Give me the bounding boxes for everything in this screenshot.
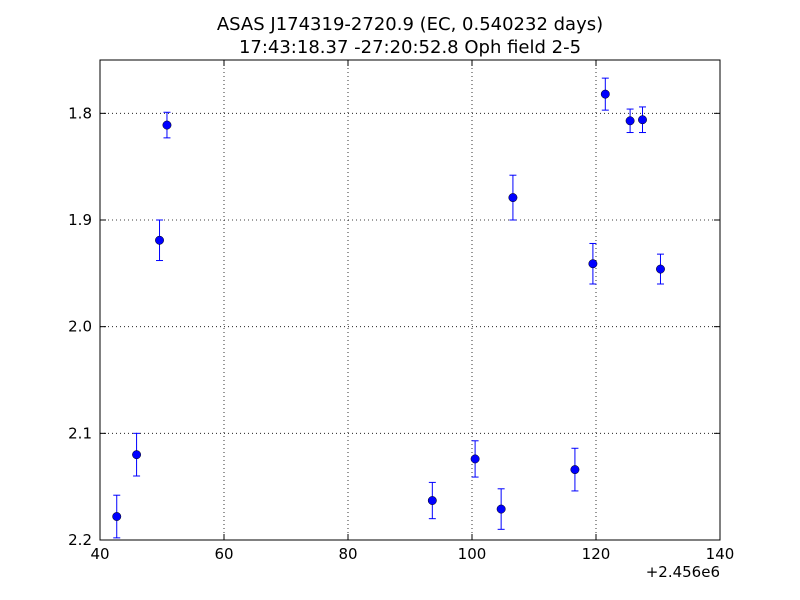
data-point-marker: [132, 450, 142, 460]
data-point-marker: [470, 454, 480, 464]
y-tick-label: 2.0: [68, 318, 92, 336]
data-point-marker: [570, 465, 580, 475]
data-point: [508, 174, 518, 221]
data-point-marker: [508, 193, 518, 203]
data-point: [155, 219, 164, 262]
x-tick-label: 120: [582, 545, 611, 563]
x-tick-label: 100: [458, 545, 487, 563]
data-point-marker: [600, 89, 610, 99]
data-point-marker: [162, 120, 172, 130]
plot-area-frame: [99, 59, 721, 541]
data-point: [588, 242, 598, 285]
data-point-marker: [625, 116, 635, 126]
data-point: [496, 488, 506, 530]
data-point: [112, 494, 122, 539]
data-point: [625, 108, 635, 134]
x-axis-offset-label: +2.456e6: [646, 563, 720, 581]
x-tick-label: 80: [338, 545, 357, 563]
x-tick-label: 40: [90, 545, 109, 563]
data-point: [656, 253, 665, 285]
data-point: [162, 111, 172, 139]
data-series: [112, 77, 665, 539]
data-point-marker: [427, 496, 437, 505]
data-point: [570, 447, 580, 492]
data-point: [427, 481, 437, 520]
y-tick-label: 2.1: [68, 424, 92, 442]
axis-ticks: 40 60 80 100 120 140 1.8 1.9 2.0 2.1 2.2: [68, 60, 734, 563]
data-point: [132, 432, 142, 477]
y-tick-label: 1.9: [68, 211, 92, 229]
data-point-marker: [112, 512, 122, 521]
data-point: [600, 77, 610, 111]
chart-title-line-1: ASAS J174319-2720.9 (EC, 0.540232 days): [217, 14, 603, 35]
y-tick-label: 1.8: [68, 104, 92, 122]
x-tick-label: 140: [706, 545, 735, 563]
y-tick-label: 2.2: [68, 531, 92, 549]
data-point-marker: [638, 115, 647, 125]
data-point: [638, 106, 647, 134]
data-point: [470, 440, 480, 478]
x-tick-label: 60: [214, 545, 233, 563]
data-point-marker: [155, 235, 164, 245]
data-point-marker: [588, 259, 598, 269]
chart-title-line-2: 17:43:18.37 -27:20:52.8 Oph field 2-5: [239, 37, 581, 58]
data-point-marker: [656, 264, 665, 274]
data-point-marker: [496, 504, 506, 514]
